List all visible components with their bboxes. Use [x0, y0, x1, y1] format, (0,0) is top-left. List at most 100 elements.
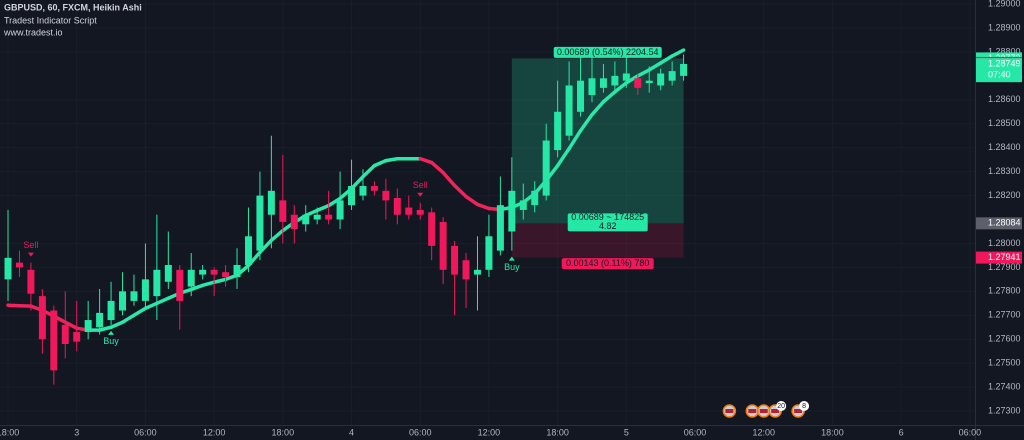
candle-body: [645, 80, 653, 84]
y-tick-label: 1.28900: [988, 22, 1021, 32]
trend-line: [601, 90, 617, 104]
trend-line: [613, 81, 629, 94]
candle-body: [302, 214, 310, 225]
y-tick-label: 1.28400: [988, 142, 1021, 152]
candle-body: [405, 207, 413, 215]
y-tick-label: 1.27500: [988, 358, 1021, 368]
event-badge-label: 20: [777, 403, 785, 410]
candle-body: [4, 257, 12, 280]
signal-marker: [27, 252, 34, 257]
candle-body: [267, 190, 275, 215]
y-tick-label: 1.28200: [988, 190, 1021, 200]
candle-body: [519, 200, 527, 210]
candle-body: [508, 190, 516, 232]
candle-body: [393, 197, 401, 215]
x-tick-label: 12:00: [752, 427, 775, 437]
trend-line: [303, 208, 319, 218]
x-tick-label: 5: [624, 427, 629, 437]
candle-body: [38, 296, 46, 340]
candle-body: [611, 75, 619, 86]
candle-body: [199, 269, 207, 275]
candle-body: [473, 269, 481, 275]
candle-body: [657, 73, 665, 86]
candle-body: [256, 195, 264, 251]
trend-line: [132, 306, 148, 318]
trend-line: [658, 54, 674, 65]
candle-body: [668, 71, 676, 81]
trend-line: [155, 296, 171, 306]
y-tick-label: 1.27700: [988, 310, 1021, 320]
x-tick-label: 06:00: [959, 427, 982, 437]
candle-body: [187, 269, 195, 287]
candle-body: [244, 236, 252, 266]
stop-label: 0.00143 (0.11%) 780: [566, 258, 649, 268]
candle-body: [531, 190, 539, 206]
signal-label: Sell: [413, 180, 428, 190]
trend-line: [567, 128, 583, 151]
position-info: 0.00689 ~ 174825: [571, 212, 644, 222]
trend-line: [97, 325, 113, 332]
trend-line: [441, 170, 457, 188]
candle-body: [370, 186, 378, 191]
event-flag: [748, 409, 757, 413]
trend-line: [189, 283, 205, 292]
x-tick-label: 06:00: [684, 427, 707, 437]
position-info: 4.82: [599, 221, 617, 231]
signal-label: Buy: [504, 262, 520, 272]
candle-body: [542, 140, 550, 196]
y-tick-label: 1.28600: [988, 94, 1021, 104]
candle-body: [141, 279, 149, 301]
candle-body: [680, 63, 688, 76]
x-tick-label: 18:00: [546, 427, 569, 437]
trend-line: [555, 146, 571, 168]
plot: 0.00689 (0.54%) 2204.54 0.00689 ~ 1748254…: [4, 47, 688, 385]
stop-label-box: [561, 258, 654, 270]
trend-line: [120, 313, 136, 324]
trend-line: [429, 160, 445, 175]
candle-body: [439, 221, 447, 270]
x-tick-label: 4: [349, 427, 354, 437]
candle-body: [485, 236, 493, 270]
price-tag: [976, 251, 1022, 264]
candle-body: [96, 312, 104, 328]
y-tick-label: 1.28500: [988, 118, 1021, 128]
candle-body: [153, 269, 161, 297]
x-tick-label: 18:00: [272, 427, 295, 437]
candle-body: [382, 190, 390, 201]
candle-body: [622, 73, 630, 81]
x-tick-label: 06:00: [409, 427, 432, 437]
trend-line: [361, 163, 377, 179]
trend-line: [590, 99, 606, 117]
event-flag: [759, 409, 768, 413]
target-label: 0.00689 (0.54%) 2204.54: [557, 47, 659, 57]
signal-label: Sell: [23, 240, 38, 250]
candle-body: [577, 80, 585, 112]
candle-body: [313, 214, 321, 220]
signal-label: Buy: [103, 336, 119, 346]
y-tick-label: 1.29000: [988, 0, 1021, 8]
candle-body: [84, 320, 92, 333]
candle-body: [130, 291, 138, 301]
event-flag: [794, 409, 803, 413]
candle-body: [554, 111, 562, 151]
candle-body: [279, 200, 287, 222]
candle-body: [222, 272, 230, 277]
candle-body: [107, 300, 115, 321]
y-tick-label: 1.28000: [988, 238, 1021, 248]
trend-line: [464, 194, 480, 207]
trend-line: [315, 203, 331, 213]
price-tag: [976, 217, 1022, 230]
trend-line: [578, 112, 594, 133]
trend-line: [269, 228, 285, 243]
trend-line: [475, 202, 491, 211]
trend-line: [647, 61, 663, 72]
candle-body: [359, 186, 367, 196]
x-tick-label: 3: [74, 427, 79, 437]
candle-body: [428, 212, 436, 246]
y-tick-label: 1.27900: [988, 262, 1021, 272]
y-tick-label: 1.27400: [988, 381, 1021, 391]
signal-marker: [108, 330, 115, 335]
trend-line: [200, 280, 216, 288]
